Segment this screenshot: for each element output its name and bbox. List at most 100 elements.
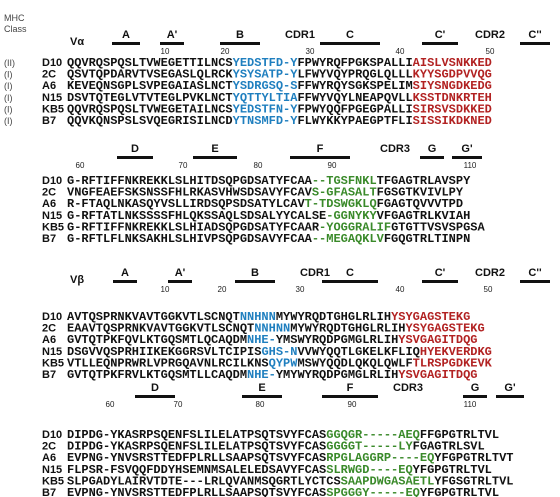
row-name: B7 [42, 369, 56, 381]
mhc-class: (I) [4, 70, 13, 80]
sequence-segment: MSWYQQDLQKQLQWLF [297, 356, 412, 370]
strand-bar [113, 280, 137, 283]
strand-bar [322, 395, 378, 398]
sequence-segment: MYWYRQDTGHGLRLIH [276, 310, 391, 324]
sequence: QQVKQNSPSLSVQEGRISILNCDYTNSMFD-YFLWYKKYP… [67, 114, 492, 128]
strand-label: B [236, 29, 244, 41]
sequence-segment: EVPNG-YNVSRSTTEDFPLRLLSAAPSQTSVYFCAS [67, 451, 326, 465]
sequence-segment: DSVTQTEGLVTVTEGLPVKLNCT [67, 91, 233, 105]
sequence-segment: GGQGR-----AEQ [326, 428, 420, 442]
sequence-segment: R-FTAQLNKASQYVSLLIRDSQPSDSATYLCAV [67, 197, 305, 211]
row-name: KB5 [42, 357, 64, 369]
position-number: 10 [161, 47, 170, 56]
strand-bar [235, 280, 275, 283]
row-name: B7 [42, 233, 56, 245]
strand-label: C'' [528, 29, 542, 41]
row-name: B7 [42, 487, 56, 497]
sequence-segment: TLRSPGDKEVK [413, 356, 493, 370]
sequence: QQVRQSPQSLTVWEGETTILNCSYEDSTFD-YFPWYRQFP… [67, 56, 492, 70]
strand-bar [117, 156, 153, 159]
row-name: KB5 [42, 221, 64, 233]
sequence-segment: YMYWYRQDPGMGLRLIH [276, 368, 398, 382]
sequence-segment: VVWYQQTLGKELKFLIQ [297, 345, 419, 359]
sequence: FLPSR-FSVQQFDDYHSEMNMSALELEDSAVYFCASSLRW… [67, 463, 492, 477]
strand-label: F [347, 382, 354, 394]
sequence: EVPNG-YNVSRSTTEDFPLRLLSAAPSQTSVYFCASSPGG… [67, 486, 499, 497]
sequence: DIPDG-YKASRPSQENFSLILELATPSQTSVYFCASGGQG… [67, 428, 499, 442]
sequence: AVTQSPRNKVAVTGGKVTLSCNQTNNHNNMYWYRQDTGHG… [67, 310, 470, 324]
sequence-segment: NNHNN [254, 322, 290, 336]
position-number: 30 [296, 285, 305, 294]
sequence-segment: YSVGAGITDQG [398, 368, 477, 382]
strand-label: C [346, 29, 354, 41]
sequence-segment: G-RFTIFFNKREKKLSLHIADSQPGDSATYFCAAR [67, 220, 320, 234]
sequence-segment: FLWYKKYPAEGPTFLI [297, 114, 412, 128]
sequence-segment: SAAPDWGASAETL [341, 474, 435, 488]
row-name: N15 [42, 346, 62, 358]
sequence-segment: GTGTTVSVSPGSA [391, 220, 485, 234]
strand-label: C'' [528, 267, 542, 279]
mhc-class: (I) [4, 116, 13, 126]
strand-bar [322, 280, 378, 283]
mhc-class: (I) [4, 81, 13, 91]
sequence-segment: FPWYQQFPGEGPALLI [297, 102, 412, 116]
row-name: A6 [42, 80, 56, 92]
sequence: G-RFTIFFNKREKKLSLHITDSQPGDSATYFCAA--TGSF… [67, 174, 471, 188]
region-label: CDR3 [380, 143, 410, 155]
sequence: DSGVVQSPRHIIKEKGGRSVLTCIPISGHS-NVVWYQQTL… [67, 345, 492, 359]
position-number: 70 [179, 161, 188, 170]
sequence: GVTQTPKFQVLKTGQSMTLQCAQDMNHE-YMSWYRQDPGM… [67, 333, 477, 347]
sequence-segment: QSVTQPDARVTVSEGASLQLRCK [67, 68, 233, 82]
strand-label: G' [461, 143, 473, 155]
row-name: KB5 [42, 475, 64, 487]
row-name: D10 [42, 175, 62, 187]
region-label: CDR3 [393, 382, 423, 394]
strand-bar [290, 156, 350, 159]
position-number: 20 [218, 285, 227, 294]
sequence-segment: --MEGAQKLV [312, 232, 385, 246]
row-name: N15 [42, 464, 62, 476]
sequence-segment: YFGSGTRLTVL [434, 474, 513, 488]
row-name: 2C [42, 187, 56, 199]
sequence-segment: FGAGTRLSVL [413, 440, 485, 454]
sequence-segment: S-GFASALT [312, 186, 377, 200]
sequence-segment: YFGPGTRLTVT [434, 451, 513, 465]
sequence: EAAVTQSPRNKVAVTGGKVTLSCNQTNNHNNMYWYRQDTG… [67, 322, 485, 336]
mhc-class: (I) [4, 104, 13, 114]
sequence-segment: T-TDSWGKLQ [305, 197, 377, 211]
strand-bar [242, 395, 282, 398]
sequence: DIPDG-YKASRPSQENFSLILELATPSQTSVYFCASGGGG… [67, 440, 485, 454]
sequence: KEVEQNSGPLSVPEGAIASLNCTYSDRGSQ-SFFWYRQYS… [67, 79, 492, 93]
sequence-segment: G-RFTLFLNKSAKHLSLHIVPSQPGDSAVYFCAA [67, 232, 313, 246]
sequence-segment: RPGLAGGRP----EQ [326, 451, 434, 465]
sequence-segment: NHE- [247, 368, 276, 382]
sequence-segment: GHS-N [261, 345, 297, 359]
position-number: 80 [254, 161, 263, 170]
sequence-segment: QQVKQNSPSLSVQEGRISILNCD [67, 114, 233, 128]
strand-bar [422, 42, 458, 45]
sequence-segment: LFWYVQYPRQGLQLLL [297, 68, 412, 82]
strand-label: B [251, 267, 259, 279]
strand-bar [112, 42, 140, 45]
sequence-segment: NNHNN [240, 310, 276, 324]
sequence: QSVTQPDARVTVSEGASLQLRCKYSYSATP-YLFWYVQYP… [67, 68, 492, 82]
sequence-segment: HYEKVERDKG [420, 345, 492, 359]
mhc-class: (II) [4, 58, 15, 68]
strand-label: E [258, 382, 265, 394]
sequence: VNGFEAEFSKSNSSFHLRKASVHWSDSAVYFCAVS-GFAS… [67, 186, 464, 200]
position-number: 60 [76, 161, 85, 170]
sequence-segment: DIPDG-YKASRPSQENFSLILELATPSQTSVYFCAS [67, 440, 326, 454]
sequence-segment: YSYGAGSTEKG [391, 310, 470, 324]
sequence-segment: YSDRGSQ-S [233, 79, 298, 93]
region-label: CDR2 [475, 267, 505, 279]
strand-label: C [346, 267, 354, 279]
position-number: 40 [396, 285, 405, 294]
row-name: KB5 [42, 103, 64, 115]
position-number: 10 [161, 285, 170, 294]
row-name: N15 [42, 92, 62, 104]
region-label: CDR2 [475, 29, 505, 41]
sequence: DSVTQTEGLVTVTEGLPVKLNCTYQTTYLTIAFFWYVQYL… [67, 91, 492, 105]
strand-label: A [122, 29, 130, 41]
strand-bar [496, 395, 524, 398]
